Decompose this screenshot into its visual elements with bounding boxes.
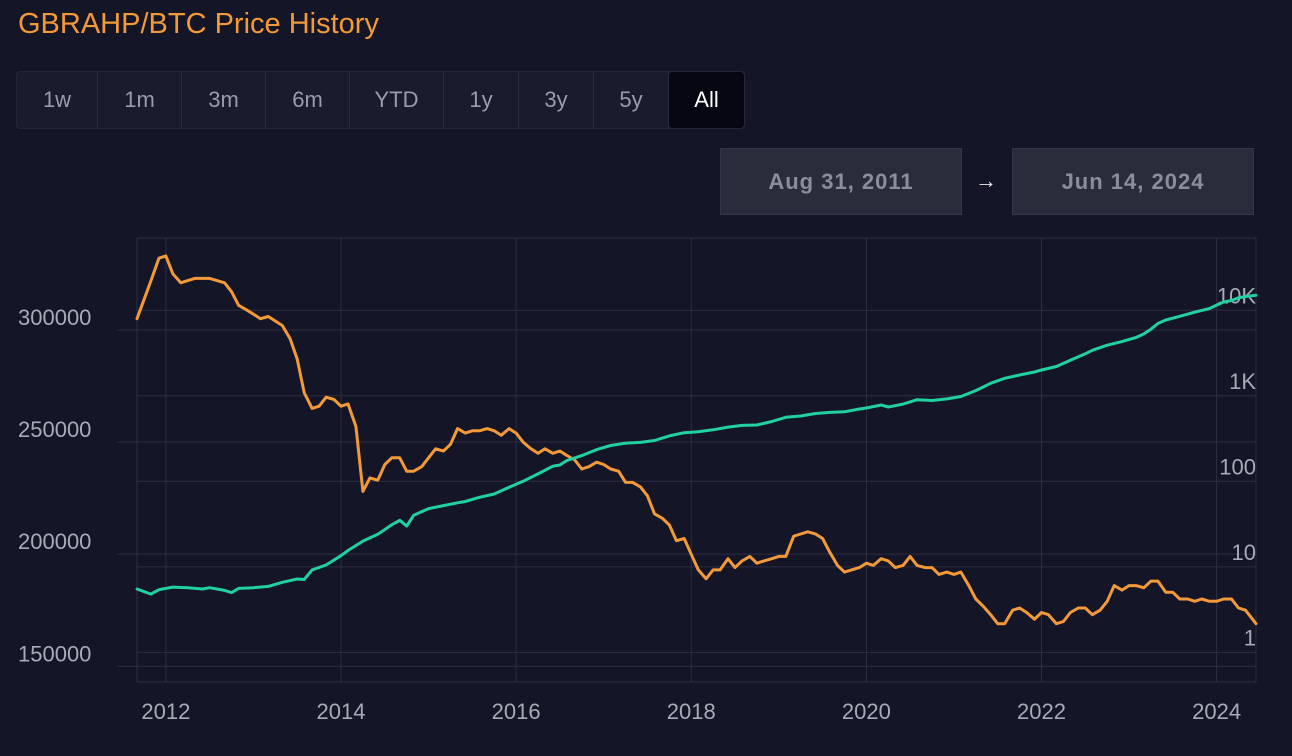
y-right-tick-label: 100 [1219,454,1256,479]
end-date-input[interactable]: Jun 14, 2024 [1012,148,1254,215]
x-tick-label: 2018 [667,699,716,724]
y-left-tick-label: 300000 [18,305,91,330]
y-right-tick-label: 1K [1229,369,1256,394]
range-tab-6m[interactable]: 6m [266,72,350,128]
range-tab-5y[interactable]: 5y [594,72,669,128]
start-date-input[interactable]: Aug 31, 2011 [720,148,962,215]
range-tab-1y[interactable]: 1y [444,72,519,128]
date-range-arrow-icon: → [975,168,997,193]
y-left-tick-label: 200000 [18,529,91,554]
y-right-tick-label: 1 [1244,625,1256,650]
range-tab-3m[interactable]: 3m [182,72,266,128]
range-tab-1w[interactable]: 1w [17,72,98,128]
y-left-tick-label: 150000 [18,641,91,666]
x-tick-label: 2016 [492,699,541,724]
x-tick-label: 2022 [1017,699,1066,724]
range-selector: 1w 1m 3m 6m YTD 1y 3y 5y All [16,71,745,129]
gbrahp-price-line [135,254,1258,626]
x-tick-label: 2020 [842,699,891,724]
y-left-tick-label: 250000 [18,417,91,442]
range-tab-all[interactable]: All [669,72,744,128]
x-tick-label: 2012 [141,699,190,724]
btc-price-line [135,293,1258,596]
range-tab-ytd[interactable]: YTD [350,72,444,128]
y-right-tick-label: 10 [1232,540,1256,565]
range-tab-1m[interactable]: 1m [98,72,182,128]
page-title: GBRAHP/BTC Price History [18,8,379,40]
x-tick-label: 2014 [317,699,366,724]
x-tick-label: 2024 [1192,699,1241,724]
range-tab-3y[interactable]: 3y [519,72,594,128]
